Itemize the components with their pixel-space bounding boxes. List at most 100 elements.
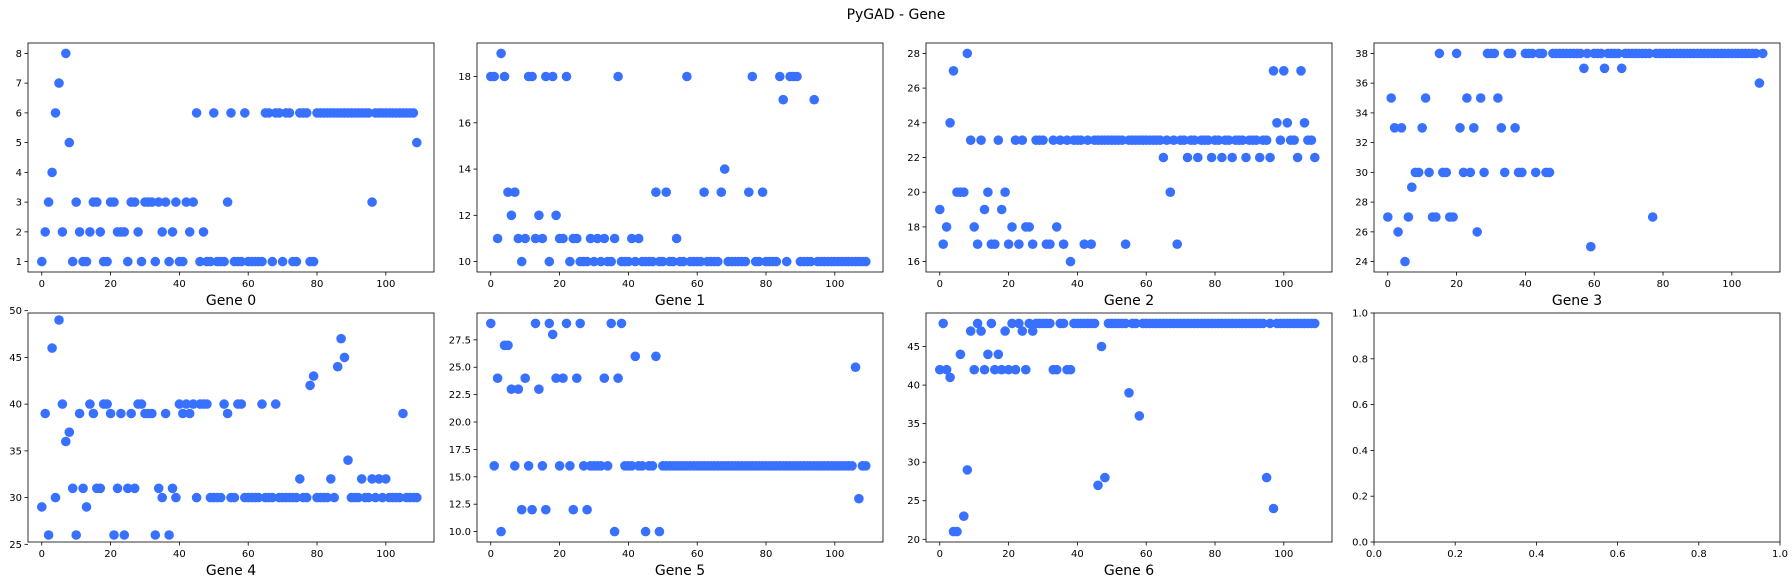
data-point <box>809 94 819 105</box>
data-point <box>153 483 164 494</box>
y-tick-label: 25 <box>907 496 920 507</box>
y-tick-label: 50 <box>9 306 22 317</box>
y-tick-label: 1.0 <box>1352 309 1368 320</box>
data-point <box>1265 318 1275 329</box>
data-point <box>1117 135 1127 145</box>
data-point <box>1000 187 1010 197</box>
y-tick-label: 32 <box>1355 138 1368 149</box>
data-point <box>222 197 233 207</box>
data-point <box>150 530 161 540</box>
data-point <box>993 349 1004 360</box>
data-point <box>95 483 106 494</box>
data-point <box>990 239 1000 249</box>
x-axis-label: Gene 4 <box>206 563 256 579</box>
data-point <box>1289 135 1299 145</box>
points-1 <box>486 48 871 267</box>
data-point <box>945 372 955 383</box>
data-point <box>1644 48 1655 59</box>
data-point <box>74 408 85 419</box>
data-point <box>64 427 75 438</box>
data-point <box>1162 135 1172 145</box>
data-point <box>678 256 689 267</box>
data-point <box>305 380 315 391</box>
data-point <box>572 233 582 244</box>
data-point <box>1027 239 1038 249</box>
data-point <box>668 256 678 267</box>
data-point <box>527 71 537 82</box>
x-tick-label: 0.6 <box>1610 549 1626 560</box>
data-point <box>109 530 119 540</box>
data-point <box>219 399 229 409</box>
data-point <box>503 340 513 351</box>
data-point <box>1076 135 1086 145</box>
data-point <box>1003 239 1014 249</box>
y-tick-label: 3 <box>16 198 22 209</box>
y-tick-label: 0.8 <box>1352 354 1368 365</box>
data-point <box>941 222 952 232</box>
data-point <box>116 408 126 419</box>
data-point <box>1051 222 1062 232</box>
data-point <box>602 461 613 471</box>
data-point <box>257 399 267 409</box>
y-tick-label: 5 <box>16 138 22 149</box>
y-tick-label: 0.4 <box>1352 446 1368 457</box>
data-point <box>1413 167 1424 178</box>
y-tick-label: 28 <box>1355 198 1368 209</box>
data-point <box>513 233 524 244</box>
data-point <box>1616 63 1627 74</box>
data-point <box>606 256 616 267</box>
x-tick-label: 0 <box>488 549 494 560</box>
data-point <box>492 373 503 384</box>
y-tick-label: 8 <box>16 49 22 60</box>
data-point <box>850 362 861 373</box>
data-point <box>1299 118 1310 128</box>
x-tick-label: 80 <box>311 549 324 560</box>
data-point <box>1586 241 1596 252</box>
data-point <box>534 384 544 395</box>
data-point <box>178 408 188 419</box>
data-point <box>530 233 541 244</box>
data-point <box>191 492 202 503</box>
y-tick-label: 22 <box>907 153 920 164</box>
points-2 <box>935 48 1320 267</box>
x-tick-label: 60 <box>242 279 255 290</box>
data-point <box>537 461 548 471</box>
data-point <box>962 48 973 59</box>
data-point <box>102 399 112 409</box>
x-tick-label: 100 <box>376 279 395 290</box>
data-point <box>955 349 966 360</box>
data-point <box>167 227 178 237</box>
data-point <box>356 474 367 484</box>
data-point <box>267 256 278 267</box>
data-point <box>637 461 647 471</box>
x-tick-label: 20 <box>104 279 117 290</box>
y-tick-label: 45 <box>907 342 920 353</box>
data-point <box>50 492 61 503</box>
data-point <box>209 108 219 118</box>
data-point <box>171 492 181 503</box>
axes-frame <box>925 312 1333 543</box>
x-tick-label: 20 <box>553 549 566 560</box>
x-tick-label: 0 <box>39 549 45 560</box>
data-point <box>81 502 92 512</box>
data-point <box>972 239 983 249</box>
x-tick-label: 40 <box>173 279 186 290</box>
data-point <box>160 197 171 207</box>
data-point <box>1134 411 1145 421</box>
data-point <box>178 256 188 267</box>
data-point <box>1458 167 1469 178</box>
data-point <box>408 108 419 118</box>
data-point <box>565 461 575 471</box>
y-tick-label: 45 <box>9 353 22 364</box>
x-tick-label: 80 <box>760 549 773 560</box>
data-point <box>541 71 551 82</box>
y-tick-label: 20.0 <box>449 418 471 429</box>
data-point <box>671 233 682 244</box>
data-point <box>1517 167 1527 178</box>
data-point <box>1007 318 1017 329</box>
y-tick-label: 40 <box>9 400 22 411</box>
data-point <box>1058 239 1069 249</box>
data-point <box>1751 48 1761 59</box>
data-point <box>81 256 92 267</box>
y-tick-label: 30 <box>1355 168 1368 179</box>
